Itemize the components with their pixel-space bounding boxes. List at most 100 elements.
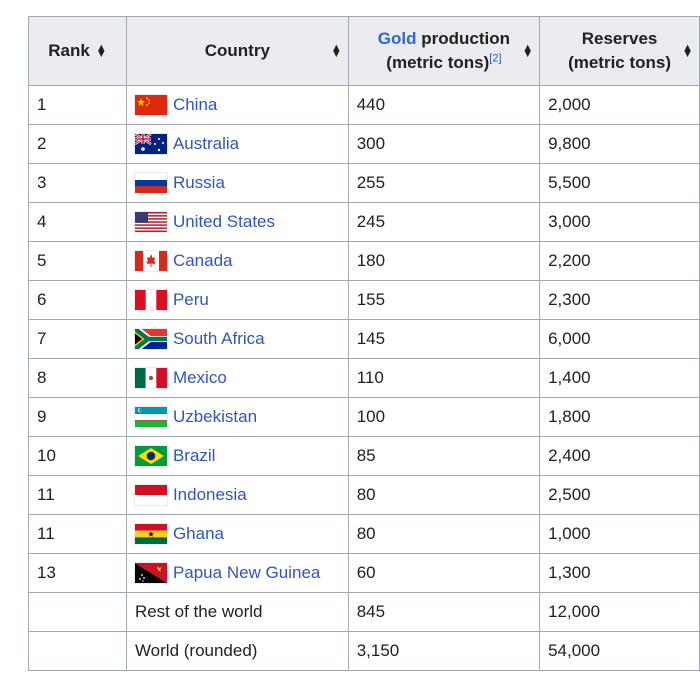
- peru-flag-icon[interactable]: [134, 290, 167, 310]
- country-cell: Papua New Guinea: [125, 553, 349, 593]
- production-cell: 300: [347, 124, 541, 164]
- country-link[interactable]: China: [172, 95, 218, 114]
- country-link[interactable]: Uzbekistan: [172, 407, 258, 426]
- reserves-cell: 1,800: [539, 397, 700, 437]
- reserves-cell: 2,000: [539, 85, 700, 125]
- table-row: 11 Ghana 80 1,000: [28, 514, 700, 554]
- reserves-unit-label: (metric tons): [568, 53, 672, 72]
- reserves-cell: 3,000: [539, 202, 700, 242]
- papua-new-guinea-flag-icon[interactable]: [134, 563, 167, 583]
- country-link[interactable]: Peru: [172, 290, 209, 309]
- reserves-cell: 1,400: [539, 358, 700, 398]
- reserves-cell: 2,500: [539, 475, 700, 515]
- gold-production-table: Rank ▲ ▼ Country ▲ ▼ Gold production (metr…: [28, 16, 700, 671]
- table-row: 2 Australia 300 9,800: [28, 124, 700, 164]
- australia-flag-icon[interactable]: [134, 134, 167, 154]
- china-flag-icon[interactable]: [134, 95, 167, 115]
- reserves-cell: 2,400: [539, 436, 700, 476]
- country-cell: Mexico: [125, 358, 349, 398]
- production-cell: 100: [347, 397, 541, 437]
- country-link[interactable]: South Africa: [172, 329, 265, 348]
- united-states-flag-icon[interactable]: [134, 212, 167, 232]
- table-row: 4 United States 245 3,000: [28, 202, 700, 242]
- country-cell: China: [125, 85, 349, 125]
- mexico-flag-icon[interactable]: [134, 368, 167, 388]
- production-cell: 85: [347, 436, 541, 476]
- indonesia-flag-icon[interactable]: [134, 485, 167, 505]
- rank-cell: 7: [28, 319, 127, 359]
- sort-icon[interactable]: ▲ ▼: [682, 42, 693, 60]
- country-link[interactable]: Indonesia: [172, 485, 247, 504]
- production-header-label: production: [416, 29, 510, 48]
- country-link[interactable]: Canada: [172, 251, 233, 270]
- rank-cell: 4: [28, 202, 127, 242]
- production-cell: 180: [347, 241, 541, 281]
- reserves-header[interactable]: Reserves (metric tons) ▲ ▼: [539, 16, 700, 86]
- production-cell: 440: [347, 85, 541, 125]
- country-cell: Brazil: [125, 436, 349, 476]
- country-link[interactable]: Ghana: [172, 524, 224, 543]
- rank-cell: 6: [28, 280, 127, 320]
- country-link[interactable]: Mexico: [172, 368, 227, 387]
- rank-header[interactable]: Rank ▲ ▼: [28, 16, 127, 86]
- rank-cell: 9: [28, 397, 127, 437]
- table-row: 8 Mexico 110 1,400: [28, 358, 700, 398]
- rank-cell: 5: [28, 241, 127, 281]
- table-row: 13 Papua New Guinea 60 1,300: [28, 553, 700, 593]
- rank-cell: 3: [28, 163, 127, 203]
- production-cell: 80: [347, 514, 541, 554]
- reserves-cell: 9,800: [539, 124, 700, 164]
- brazil-flag-icon[interactable]: [134, 446, 167, 466]
- country-link[interactable]: United States: [172, 212, 275, 231]
- production-cell: 145: [347, 319, 541, 359]
- reserves-cell: 54,000: [539, 631, 700, 671]
- total-row: World (rounded) 3,150 54,000: [28, 631, 700, 671]
- russia-flag-icon[interactable]: [134, 173, 167, 193]
- sort-icon[interactable]: ▲ ▼: [330, 42, 342, 60]
- country-cell: Uzbekistan: [125, 397, 349, 437]
- rank-cell: 2: [28, 124, 127, 164]
- sort-icon[interactable]: ▲ ▼: [522, 42, 534, 60]
- production-cell: 110: [347, 358, 541, 398]
- production-unit-label: (metric tons): [386, 53, 490, 72]
- table-row: 1 China 440 2,000: [28, 85, 700, 125]
- table-row: 7 South Africa 145 6,000: [28, 319, 700, 359]
- production-cell: 60: [347, 553, 541, 593]
- country-link[interactable]: Australia: [172, 134, 240, 153]
- country-cell: Canada: [125, 241, 349, 281]
- country-cell: South Africa: [125, 319, 349, 359]
- country-link[interactable]: Papua New Guinea: [172, 563, 321, 582]
- country-link[interactable]: Russia: [172, 173, 225, 192]
- production-cell: 245: [347, 202, 541, 242]
- ghana-flag-icon[interactable]: [134, 524, 167, 544]
- reserves-cell: 6,000: [539, 319, 700, 359]
- reserves-cell: 2,300: [539, 280, 700, 320]
- canada-flag-icon[interactable]: [134, 251, 167, 271]
- rank-cell: [28, 631, 127, 671]
- rank-cell: 11: [28, 514, 127, 554]
- uzbekistan-flag-icon[interactable]: [134, 407, 167, 427]
- country-link[interactable]: Brazil: [172, 446, 216, 465]
- rank-header-label: Rank: [48, 41, 90, 60]
- country-header[interactable]: Country ▲ ▼: [125, 16, 349, 86]
- gold-link[interactable]: Gold: [377, 29, 417, 48]
- reserves-cell: 2,200: [539, 241, 700, 281]
- production-cell: 155: [347, 280, 541, 320]
- south-africa-flag-icon[interactable]: [134, 329, 167, 349]
- header-row: Rank ▲ ▼ Country ▲ ▼ Gold production (metr…: [28, 16, 700, 86]
- total-label-cell: Rest of the world: [125, 592, 349, 632]
- rank-cell: 13: [28, 553, 127, 593]
- table-row: 6 Peru 155 2,300: [28, 280, 700, 320]
- sort-icon[interactable]: ▲ ▼: [95, 42, 107, 60]
- country-header-label: Country: [204, 41, 270, 60]
- reserves-cell: 12,000: [539, 592, 700, 632]
- country-cell: Russia: [125, 163, 349, 203]
- reference-link[interactable]: [2]: [489, 52, 502, 65]
- total-row: Rest of the world 845 12,000: [28, 592, 700, 632]
- production-header[interactable]: Gold production (metric tons)[2] ▲ ▼: [347, 16, 541, 86]
- reserves-header-label: Reserves: [581, 29, 658, 48]
- table-row: 5 Canada 180 2,200: [28, 241, 700, 281]
- reserves-cell: 1,000: [539, 514, 700, 554]
- total-label-cell: World (rounded): [125, 631, 349, 671]
- table-row: 9 Uzbekistan 100 1,800: [28, 397, 700, 437]
